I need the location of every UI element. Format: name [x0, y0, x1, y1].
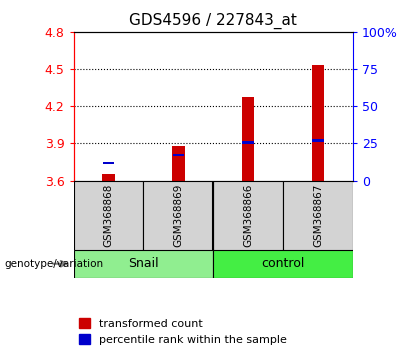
Text: control: control	[261, 257, 304, 270]
Title: GDS4596 / 227843_at: GDS4596 / 227843_at	[129, 13, 297, 29]
Bar	[74, 250, 213, 278]
Bar	[242, 97, 255, 181]
Text: genotype/variation: genotype/variation	[4, 259, 103, 269]
Bar	[283, 181, 353, 250]
Bar	[74, 181, 143, 250]
Bar	[143, 181, 213, 250]
Text: GSM368867: GSM368867	[313, 183, 323, 247]
Text: GSM368868: GSM368868	[103, 183, 113, 247]
Bar	[102, 175, 115, 181]
Text: GSM368869: GSM368869	[173, 183, 183, 247]
Legend: transformed count, percentile rank within the sample: transformed count, percentile rank withi…	[79, 319, 287, 345]
Bar	[173, 154, 184, 156]
Bar	[312, 65, 324, 181]
Bar	[213, 250, 353, 278]
Bar	[172, 147, 184, 181]
Text: GSM368866: GSM368866	[243, 183, 253, 247]
Bar	[103, 162, 114, 165]
Bar	[242, 141, 254, 144]
Bar	[312, 139, 323, 142]
Text: Snail: Snail	[128, 257, 159, 270]
Bar	[213, 181, 283, 250]
